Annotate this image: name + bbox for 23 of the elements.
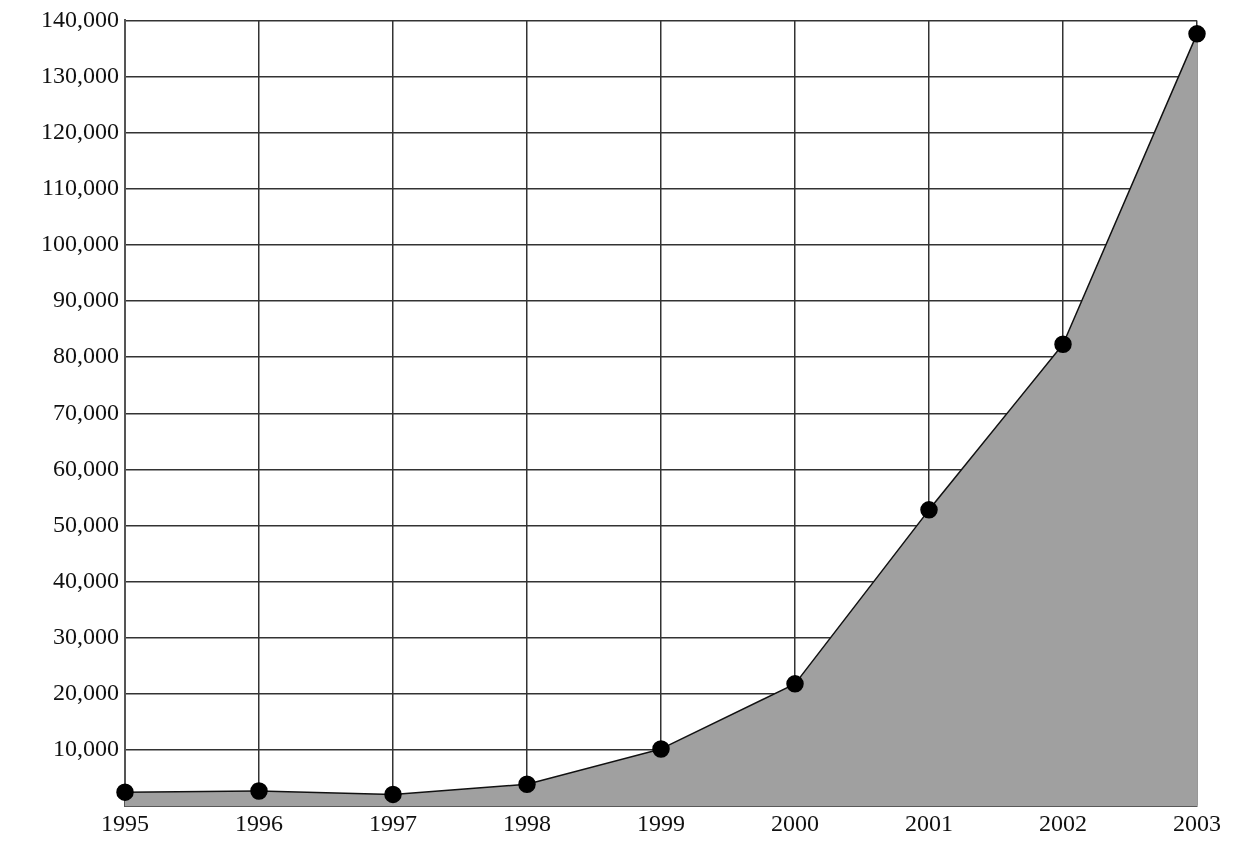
y-tick-label: 40,000 (53, 566, 119, 593)
y-tick-label: 120,000 (41, 117, 119, 144)
x-tick-label: 1997 (369, 809, 417, 836)
y-tick-label: 50,000 (53, 510, 119, 537)
y-tick-label: 110,000 (41, 174, 119, 201)
x-tick-label: 1996 (235, 809, 283, 836)
x-tick-label: 1999 (637, 809, 685, 836)
y-tick-label: 10,000 (53, 735, 119, 762)
y-tick-label: 90,000 (53, 286, 119, 313)
x-tick-label: 2002 (1039, 809, 1087, 836)
x-tick-label: 2001 (905, 809, 953, 836)
x-tick-label: 2000 (771, 809, 819, 836)
y-tick-label: 80,000 (53, 342, 119, 369)
y-tick-label: 140,000 (41, 5, 119, 32)
x-tick-label: 2003 (1173, 809, 1221, 836)
y-tick-label: 20,000 (53, 679, 119, 706)
y-tick-label: 130,000 (41, 61, 119, 88)
y-tick-label: 70,000 (53, 398, 119, 425)
y-tick-label: 60,000 (53, 454, 119, 481)
y-tick-label: 100,000 (41, 230, 119, 257)
x-tick-label: 1995 (101, 809, 149, 836)
y-tick-label: 30,000 (53, 623, 119, 650)
x-tick-label: 1998 (503, 809, 551, 836)
